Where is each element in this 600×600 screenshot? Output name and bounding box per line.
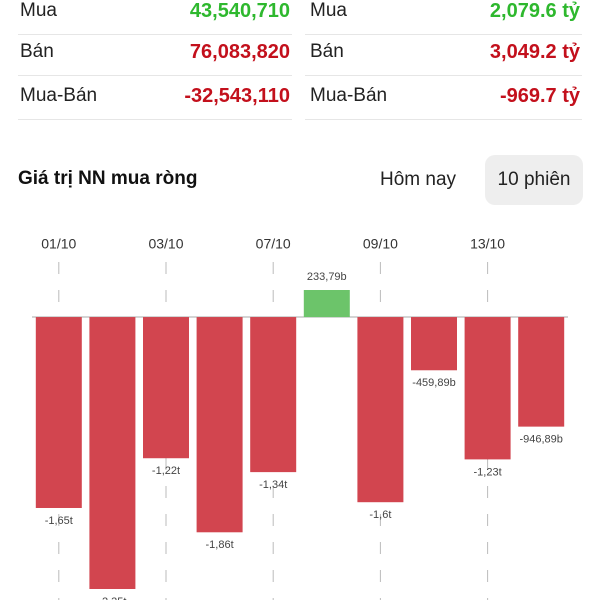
value-label: -1,34t	[259, 479, 287, 491]
bar	[357, 317, 404, 503]
bar	[143, 317, 189, 459]
bar	[411, 317, 457, 371]
separator	[305, 34, 582, 35]
bar	[35, 317, 82, 508]
bar	[518, 317, 565, 427]
stat-value: 3,049.2 tỷ	[489, 41, 580, 63]
bar	[89, 317, 136, 589]
bar	[303, 290, 350, 318]
stat-value: -969.7 tỷ	[499, 85, 580, 107]
x-tick-label: 03/10	[148, 236, 183, 252]
stat-value: -32,543,110	[184, 85, 290, 107]
value-label: -1,23t	[474, 466, 502, 478]
value-label: -2,35t	[98, 596, 126, 600]
value-label: -1,6t	[369, 509, 391, 521]
separator	[305, 75, 582, 76]
x-tick-label: 07/10	[256, 236, 291, 252]
value-label: -946,89b	[519, 434, 562, 446]
tab[interactable]: Hôm nay	[379, 169, 457, 190]
value-label: -1,22t	[152, 465, 180, 477]
separator	[305, 119, 582, 120]
value-label: -1,65t	[45, 515, 73, 527]
bar	[464, 317, 511, 460]
separator	[18, 119, 292, 120]
value-label: 233,79b	[307, 271, 347, 283]
bar	[250, 317, 297, 473]
separator	[18, 34, 292, 35]
x-tick-label: 13/10	[470, 236, 505, 252]
stat-value: 43,540,710	[189, 0, 290, 22]
tab-selected[interactable]: 10 phiên	[485, 155, 583, 205]
stat-value: 2,079.6 tỷ	[489, 0, 580, 22]
value-label: -459,89b	[412, 377, 455, 389]
stat-label: Mua	[20, 0, 57, 21]
x-tick-label: 09/10	[363, 236, 398, 252]
stat-value: 76,083,820	[189, 41, 290, 63]
value-label: -1,86t	[206, 539, 234, 551]
section-title: Giá trị NN mua ròng	[18, 168, 198, 189]
x-tick-label: 01/10	[41, 236, 76, 252]
stat-label: Bán	[310, 41, 344, 62]
stat-label: Mua	[310, 0, 347, 21]
stat-label: Bán	[20, 41, 54, 62]
stat-label: Mua-Bán	[20, 85, 98, 106]
separator	[18, 75, 292, 76]
stat-label: Mua-Bán	[310, 85, 388, 106]
bar	[196, 317, 243, 533]
